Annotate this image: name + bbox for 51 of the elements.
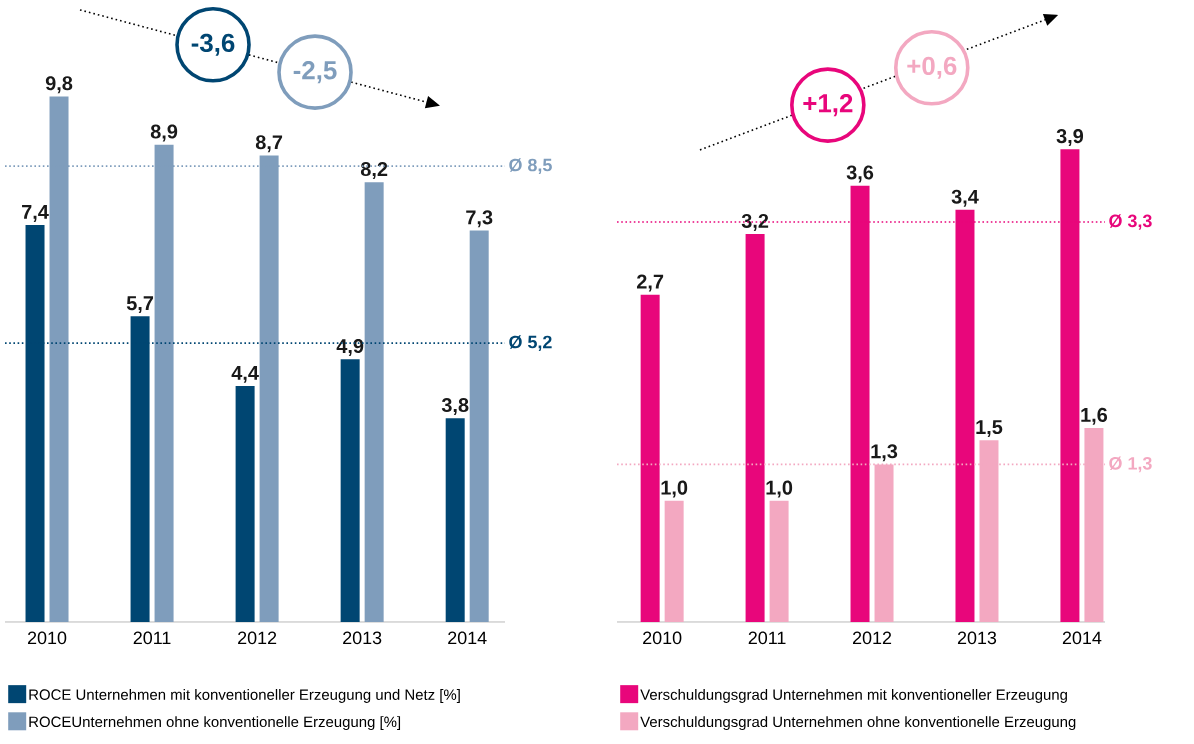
data-label: 7,4: [22, 205, 49, 222]
ref-line-label: Ø 1,3: [1109, 456, 1152, 473]
data-label: 5,7: [126, 296, 154, 314]
data-label: 3,4: [951, 189, 979, 207]
x-tick-label: 2013: [957, 631, 997, 645]
data-label: 3,6: [846, 165, 874, 183]
data-label: 1,5: [976, 420, 1003, 437]
data-label: 4,4: [231, 366, 259, 383]
ref-line-label: Ø 8,5: [509, 158, 552, 174]
legend-label: Verschuldungsgrad Unternehmen mit konventioneller Erzeugung: [640, 688, 1067, 703]
ref-line-label: Ø 3,3: [1109, 214, 1152, 230]
bar: [445, 418, 465, 622]
bar: [340, 359, 360, 622]
text: -2,5: [293, 61, 337, 84]
data-label: 1,0: [661, 480, 688, 498]
bar: [364, 182, 384, 622]
data-label: 8,2: [360, 162, 388, 179]
data-label: 2,7: [636, 274, 664, 292]
data-label: 8,7: [255, 135, 283, 153]
bar: [640, 294, 660, 622]
text: +0,6: [907, 56, 957, 79]
data-label: 3,2: [741, 213, 769, 231]
text: -3,6: [191, 33, 235, 56]
data-label: 7,3: [466, 210, 493, 228]
data-label: 3,8: [441, 397, 469, 415]
bar: [469, 230, 489, 622]
x-tick-label: 2014: [448, 631, 487, 645]
bar: [664, 500, 684, 622]
data-label: 1,6: [1081, 407, 1108, 425]
x-tick-label: 2013: [343, 631, 382, 645]
x-tick-label: 2010: [643, 631, 682, 645]
x-tick-label: 2014: [1062, 631, 1102, 645]
data-label: 1,3: [871, 444, 898, 462]
text: +1,2: [803, 94, 853, 117]
data-label: 4,9: [336, 339, 364, 356]
ref-line-label: Ø 5,2: [509, 335, 552, 351]
data-label: 3,9: [1056, 129, 1084, 147]
legend-label: ROCE Unternehmen mit konventioneller Erzeugung und Netz [%]: [29, 688, 460, 703]
legend-label: ROCEUnternehmen ohne konventionelle Erzeugung [%]: [29, 716, 401, 731]
x-tick-label: 2011: [748, 631, 786, 645]
x-tick-label: 2010: [27, 631, 67, 645]
x-tick-label: 2012: [238, 631, 277, 645]
bar: [745, 234, 765, 622]
bar: [769, 500, 789, 622]
data-label: 1,0: [766, 480, 793, 498]
bar: [235, 386, 255, 622]
x-tick-label: 2011: [133, 631, 171, 645]
x-tick-label: 2012: [853, 631, 892, 645]
legend-label: Verschuldungsgrad Unternehmen ohne konventionelle Erzeugung: [640, 716, 1076, 731]
data-label: 9,8: [45, 76, 73, 94]
data-label: 8,9: [150, 124, 178, 142]
